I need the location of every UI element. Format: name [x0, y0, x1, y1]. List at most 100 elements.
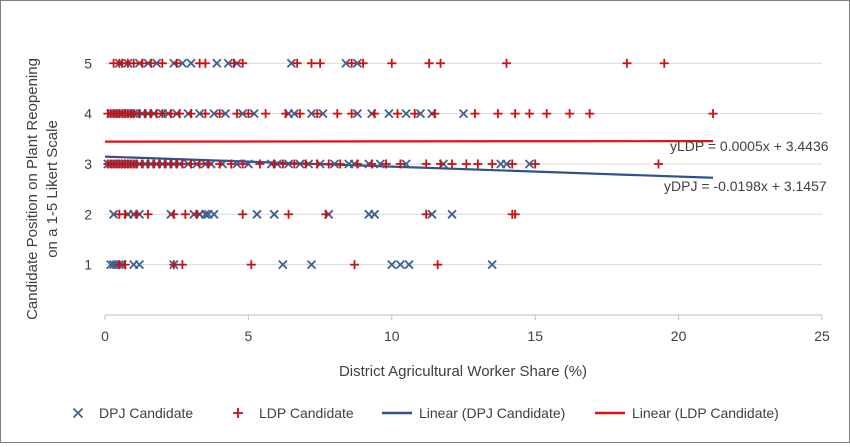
ldp-point [347, 58, 357, 68]
x-tick-label: 20 [671, 328, 687, 344]
dpj-point [404, 260, 414, 270]
dpj-point [269, 209, 279, 219]
ldp-point [284, 209, 294, 219]
dpj-point [108, 209, 119, 219]
dpj-point [384, 108, 394, 119]
ldp-point [192, 209, 202, 219]
ldp-point [315, 58, 325, 68]
ldp-point [157, 109, 167, 119]
dpj-point [341, 58, 351, 68]
ldp-point [172, 58, 182, 68]
y-axis-title-line1: Candidate Position on Plant Reopening [24, 58, 41, 320]
legend-label: Linear (DPJ Candidate) [419, 405, 565, 421]
ldp-point [447, 159, 457, 169]
ldp-point [261, 109, 271, 119]
ldp-point [143, 209, 153, 219]
dpj-point [524, 159, 535, 169]
ldp-point [281, 109, 291, 119]
ldp-point [169, 209, 179, 219]
ldp-point [381, 159, 391, 169]
x-tick-label: 10 [384, 328, 400, 344]
dpj-point [487, 260, 497, 270]
dpj-point [415, 108, 426, 119]
legend-dpj-marker [72, 407, 84, 419]
ldp-point [410, 109, 420, 119]
x-tick-label: 25 [814, 328, 830, 344]
ldp-point [175, 109, 185, 119]
ldp-point [659, 58, 669, 68]
ldp-point [180, 209, 190, 219]
ldp-point [321, 209, 331, 219]
ldp-point [238, 58, 248, 68]
ldp-point [129, 58, 139, 68]
ldp-equation: yLDP = 0.0005x + 3.4436 [670, 138, 829, 154]
x-axis-title: District Agricultural Worker Share (%) [339, 363, 587, 380]
y-tick-label: 3 [84, 156, 92, 172]
ldp-point [312, 109, 322, 119]
ldp-point [510, 209, 520, 219]
ldp-point [186, 159, 196, 169]
x-tick-label: 0 [101, 328, 109, 344]
ldp-point [421, 159, 431, 169]
ldp-point [120, 209, 130, 219]
dpj-point [283, 159, 294, 169]
ldp-point [226, 159, 236, 169]
dpj-point [252, 209, 262, 219]
dpj-point [209, 108, 219, 119]
dpj-point [352, 108, 363, 119]
ldp-point [350, 260, 360, 270]
legend: DPJ Candidate LDP Candidate Linear (DPJ Ca… [72, 405, 779, 421]
ldp-point [306, 58, 316, 68]
ldp-point [436, 58, 446, 68]
ldp-point [292, 58, 302, 68]
dpj-point [375, 159, 385, 169]
dpj-point [401, 108, 411, 119]
ldp-point [215, 109, 225, 119]
dpj-point [134, 260, 145, 270]
ldp-point [120, 260, 130, 270]
legend-label: Linear (LDP Candidate) [632, 405, 779, 421]
dpj-point [447, 209, 457, 219]
ldp-point [502, 58, 512, 68]
ldp-point [585, 109, 595, 119]
ldp-point [370, 109, 380, 119]
dpj-point [209, 209, 219, 219]
ldp-point [186, 109, 196, 119]
ldp-point [436, 159, 446, 169]
dpj-point [458, 108, 469, 119]
ldp-point [367, 159, 377, 169]
x-tick-label: 15 [527, 328, 543, 344]
ldp-point [542, 109, 552, 119]
ldp-point [430, 109, 440, 119]
dpj-point [223, 58, 233, 68]
dpj-point [295, 159, 305, 169]
dpj-point [306, 260, 317, 270]
ldp-point [352, 159, 362, 169]
legend-label: DPJ Candidate [99, 405, 193, 421]
y-tick-label: 4 [84, 106, 92, 122]
dpj-point [501, 159, 512, 169]
ldp-point [395, 159, 405, 169]
ldp-point [507, 159, 517, 169]
dpj-point [401, 159, 411, 169]
ldp-point [232, 109, 242, 119]
y-axis-title: Candidate Position on Plant Reopening on… [24, 58, 61, 320]
ldp-point [243, 109, 253, 119]
dpj-point [289, 108, 299, 119]
tick-labels: 1 2 3 4 5 0 5 10 15 20 25 [84, 55, 830, 344]
y-axis-title-line2: on a 1-5 Likert Scale [44, 120, 61, 258]
ldp-point [424, 58, 434, 68]
ldp-point [238, 159, 248, 169]
ldp-point [200, 109, 210, 119]
ldp-point [421, 209, 431, 219]
ldp-point [530, 159, 540, 169]
legend-ldp-marker [233, 408, 243, 418]
ldp-point [215, 159, 225, 169]
ldp-point [461, 159, 471, 169]
dpj-point [151, 58, 162, 68]
dpj-point [352, 58, 363, 68]
axes [104, 314, 823, 320]
ldp-point [269, 159, 279, 169]
dpj-point [278, 260, 288, 270]
